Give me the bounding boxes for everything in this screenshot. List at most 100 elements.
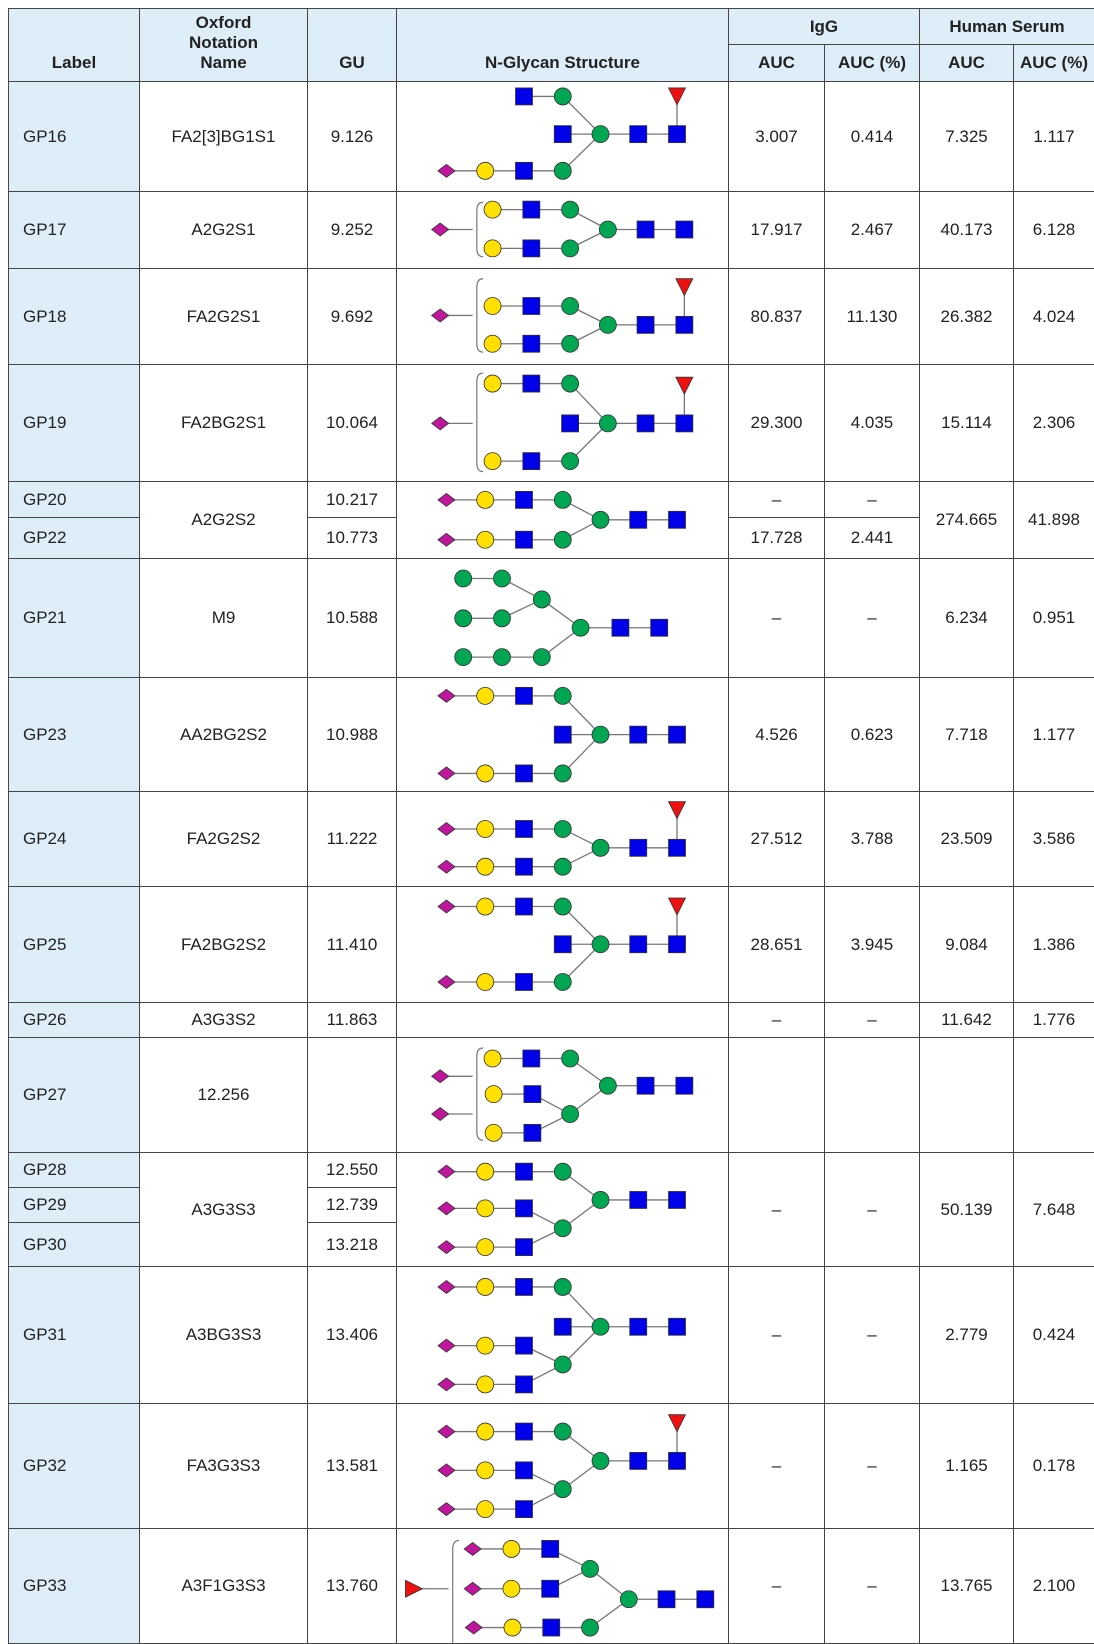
name-cell: FA2BG2S2 [140,887,308,1003]
label-cell: GP21 [9,559,140,678]
igg-auc-cell: – [729,1267,825,1404]
gu-cell: 11.863 [308,1003,397,1038]
igg-auc-cell [729,1038,825,1153]
hs-pct-cell: 2.100 [1014,1529,1094,1644]
hs-auc-cell: 2.779 [920,1267,1014,1404]
structure-cell [397,678,729,792]
name-cell: FA2[3]BG1S1 [140,82,308,192]
igg-auc-cell: 80.837 [729,269,825,365]
hs-pct-cell: 0.951 [1014,559,1094,678]
gu-cell: 9.692 [308,269,397,365]
label-cell: GP20 [9,482,140,518]
hs-pct-cell [1014,1038,1094,1153]
structure-cell [397,1404,729,1529]
igg-pct-cell: 4.035 [825,365,920,482]
igg-pct-cell: 0.414 [825,82,920,192]
igg-pct-cell: 3.945 [825,887,920,1003]
header-igg: IgG [729,9,920,45]
structure-cell [397,1529,729,1644]
igg-pct-cell: – [825,1003,920,1038]
name-cell: AA2BG2S2 [140,678,308,792]
name-cell: FA2G2S1 [140,269,308,365]
igg-auc-cell: – [729,482,825,518]
name-cell: FA3G3S3 [140,1404,308,1529]
name-cell: A3G3S2 [140,1003,308,1038]
structure-cell [397,82,729,192]
igg-auc-cell: 29.300 [729,365,825,482]
hs-pct-cell: 7.648 [1014,1153,1094,1267]
igg-pct-cell: – [825,1529,920,1644]
hs-auc-cell: 40.173 [920,192,1014,269]
name-cell: FA2G2S2 [140,792,308,887]
gu-cell: 13.406 [308,1267,397,1404]
gu-cell: 10.217 [308,482,397,518]
label-cell: GP25 [9,887,140,1003]
label-cell: GP33 [9,1529,140,1644]
hs-auc-cell: 7.718 [920,678,1014,792]
label-cell: GP32 [9,1404,140,1529]
label-cell: GP29 [9,1188,140,1223]
igg-auc-cell: 28.651 [729,887,825,1003]
hs-auc-cell: 26.382 [920,269,1014,365]
hs-pct-cell: 41.898 [1014,482,1094,559]
hs-auc-cell: 50.139 [920,1153,1014,1267]
gu-cell: 12.550 [308,1153,397,1188]
glycan-table: Label Oxford Notation Name GU N-Glycan S… [8,8,1094,1644]
name-cell: 12.256 [140,1038,308,1153]
gu-cell: 10.773 [308,518,397,559]
name-cell: A2G2S2 [140,482,308,559]
gu-cell: 13.760 [308,1529,397,1644]
structure-cell [397,1153,729,1267]
header-structure: N-Glycan Structure [397,9,729,82]
name-cell: FA2BG2S1 [140,365,308,482]
igg-pct-cell: 0.623 [825,678,920,792]
label-cell: GP23 [9,678,140,792]
label-cell: GP16 [9,82,140,192]
structure-cell [397,192,729,269]
structure-cell [397,559,729,678]
hs-pct-cell: 0.178 [1014,1404,1094,1529]
structure-cell [397,365,729,482]
igg-auc-cell: – [729,559,825,678]
igg-pct-cell: 11.130 [825,269,920,365]
hs-pct-cell: 1.386 [1014,887,1094,1003]
header-auc-pct: AUC (%) [825,45,920,82]
gu-cell: 13.581 [308,1404,397,1529]
hs-pct-cell: 6.128 [1014,192,1094,269]
header-oxford: Oxford Notation Name [140,9,308,82]
label-cell: GP27 [9,1038,140,1153]
label-cell: GP26 [9,1003,140,1038]
hs-auc-cell: 11.642 [920,1003,1014,1038]
hs-pct-cell: 0.424 [1014,1267,1094,1404]
label-cell: GP19 [9,365,140,482]
igg-auc-cell: 4.526 [729,678,825,792]
label-cell: GP31 [9,1267,140,1404]
hs-pct-cell: 1.776 [1014,1003,1094,1038]
header-auc-pct: AUC (%) [1014,45,1094,82]
igg-pct-cell: 2.467 [825,192,920,269]
hs-auc-cell: 1.165 [920,1404,1014,1529]
igg-auc-cell: – [729,1153,825,1267]
igg-pct-cell: – [825,1404,920,1529]
structure-cell [397,1003,729,1038]
gu-cell: 9.252 [308,192,397,269]
structure-cell [397,792,729,887]
label-cell: GP17 [9,192,140,269]
label-cell: GP28 [9,1153,140,1188]
igg-auc-cell: – [729,1404,825,1529]
igg-pct-cell: 2.441 [825,518,920,559]
igg-pct-cell: – [825,559,920,678]
gu-cell: 10.988 [308,678,397,792]
igg-pct-cell: – [825,482,920,518]
structure-cell [397,269,729,365]
